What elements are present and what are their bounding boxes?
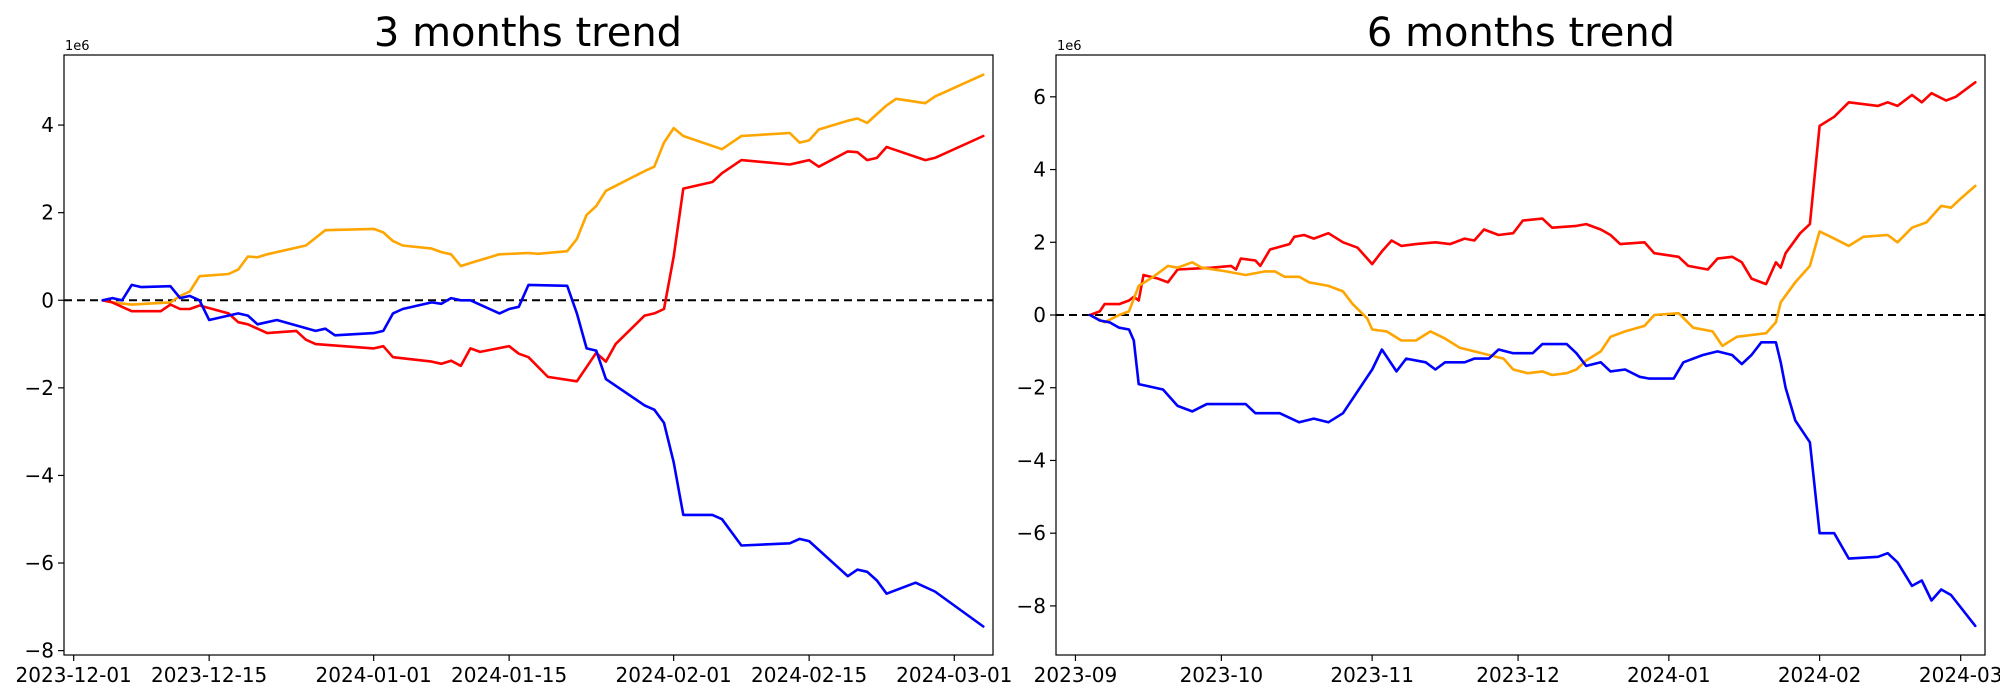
y-offset-label: 1e6 [65, 39, 90, 54]
series-line-blue [1088, 313, 1977, 628]
x-tick-label: 2024-02 [1778, 663, 1862, 687]
y-tick-label: 2 [1033, 230, 1046, 254]
chart-6-months: 6 months trend 1e6 2023-09 2023-10 2023-11… [1017, 10, 2000, 687]
axes-frame [1055, 54, 1986, 656]
series-line-red [1088, 81, 1977, 317]
chart-3-months: 3 months trend 1e6 2023-12-01 2023-12-15 2… [16, 10, 1013, 687]
ticks-layer: 2023-12-01 2023-12-15 2024-01-01 2024-01-15… [16, 113, 1013, 687]
y-tick-label: 2 [41, 201, 54, 225]
x-tick-label: 2024-01-15 [451, 663, 567, 687]
series-layer [1088, 81, 1977, 628]
series-line-blue [101, 283, 985, 628]
x-tick-label: 2023-11 [1330, 663, 1414, 687]
y-tick-label: −4 [25, 463, 54, 487]
x-tick-label: 2024-01 [1627, 663, 1711, 687]
x-tick-label: 2024-03 [1919, 663, 2000, 687]
x-tick-label: 2023-09 [1034, 663, 1118, 687]
y-tick-label: 0 [41, 288, 54, 312]
x-tick-label: 2023-12-15 [151, 663, 267, 687]
y-tick-label: −2 [25, 376, 54, 400]
series-line-orange [1088, 184, 1977, 377]
y-tick-label: −8 [1017, 594, 1046, 618]
y-tick-label: −4 [1017, 448, 1046, 472]
y-tick-label: 6 [1033, 85, 1046, 109]
x-tick-label: 2023-12 [1476, 663, 1560, 687]
x-tick-label: 2023-10 [1180, 663, 1264, 687]
y-tick-label: 0 [1033, 303, 1046, 327]
y-tick-label: 4 [1033, 158, 1046, 182]
y-tick-label: 4 [41, 113, 54, 137]
series-layer [101, 73, 985, 628]
x-tick-label: 2023-12-01 [16, 663, 132, 687]
x-tick-label: 2024-03-01 [896, 663, 1012, 687]
axes-frame [63, 54, 994, 656]
x-tick-label: 2024-02-15 [751, 663, 867, 687]
chart-title: 3 months trend [374, 10, 682, 56]
y-tick-label: −2 [1017, 376, 1046, 400]
chart-title: 6 months trend [1367, 10, 1675, 56]
series-line-orange [101, 73, 985, 306]
x-tick-label: 2024-02-01 [616, 663, 732, 687]
ticks-layer: 2023-09 2023-10 2023-11 2023-12 2024-01 2024-… [1017, 85, 2000, 687]
y-offset-label: 1e6 [1057, 39, 1082, 54]
y-tick-label: −6 [25, 551, 54, 575]
series-line-red [101, 134, 985, 383]
y-tick-label: −6 [1017, 521, 1046, 545]
x-tick-label: 2024-01-01 [316, 663, 432, 687]
y-tick-label: −8 [25, 639, 54, 663]
